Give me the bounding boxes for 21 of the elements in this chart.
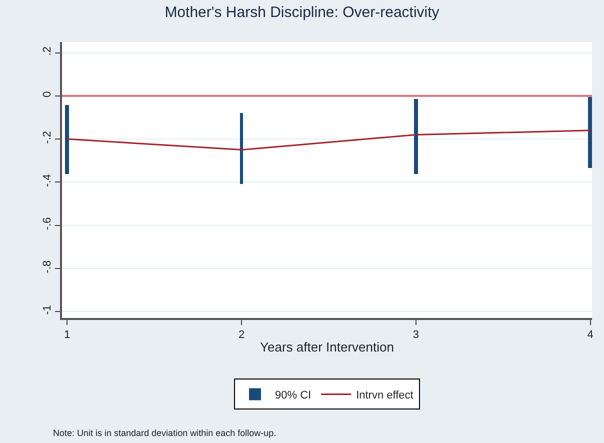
y-tick-label: -.4	[42, 174, 54, 187]
y-tick-label: -1	[42, 304, 54, 315]
chart-title: Mother's Harsh Discipline: Over-reactivity	[164, 4, 440, 22]
y-tick-label: -.2	[42, 130, 54, 144]
y-tick-label: 0	[42, 91, 54, 98]
bar	[65, 105, 69, 174]
x-tick-label: 4	[587, 329, 594, 342]
legend-label: 90% CI	[275, 390, 312, 402]
x-tick-label: 1	[64, 329, 70, 342]
legend-label: Intrvn effect	[356, 390, 414, 402]
bar	[588, 97, 592, 168]
line-series	[66, 130, 592, 151]
y-tick-label: -.8	[42, 260, 54, 274]
text: Note: Unit is in standard deviation within each follow-up.	[53, 428, 276, 438]
y-tick-label: .2	[42, 46, 54, 56]
x-axis-title: Years after Intervention	[260, 339, 394, 354]
x-tick-label: 3	[412, 329, 419, 342]
x-tick-label: 2	[238, 329, 245, 342]
y-tick-label: -.6	[42, 217, 54, 230]
bar	[414, 99, 418, 174]
bar	[240, 113, 243, 184]
